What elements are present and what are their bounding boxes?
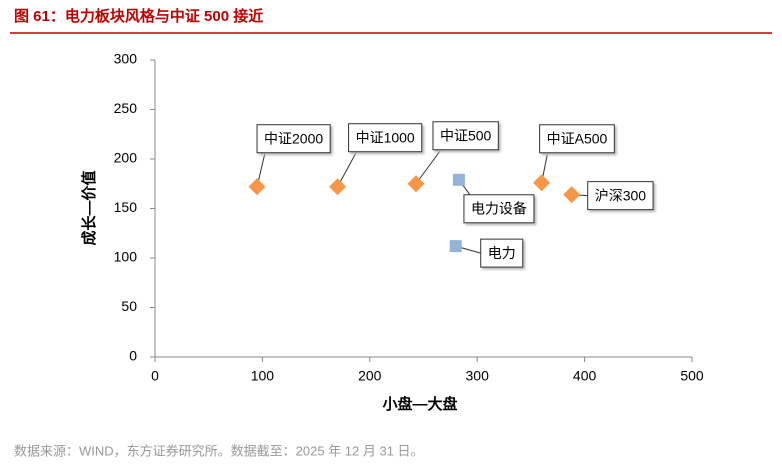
callout: 沪深300 bbox=[571, 181, 654, 211]
point-label: 中证500 bbox=[440, 127, 492, 143]
title: 图 61：电力板块风格与中证 500 接近 bbox=[14, 7, 263, 25]
point bbox=[407, 175, 425, 193]
point-label: 中证2000 bbox=[264, 130, 323, 146]
point bbox=[563, 186, 581, 204]
callout-box bbox=[256, 124, 331, 154]
callout: 中证1000 bbox=[337, 123, 423, 187]
callout-box bbox=[463, 194, 535, 224]
point-label: 中证A500 bbox=[547, 130, 608, 146]
y-tick-label: 250 bbox=[114, 100, 138, 116]
point bbox=[452, 173, 465, 186]
callout: 电力 bbox=[455, 238, 524, 268]
point bbox=[449, 240, 462, 253]
callout-box bbox=[587, 181, 654, 211]
source: 数据来源：WIND，东方证券研究所。数据截至：2025 年 12 月 31 日。 bbox=[14, 443, 424, 458]
x-axis-label: 小盘—大盘 bbox=[382, 395, 457, 413]
point bbox=[329, 178, 347, 196]
callout-box bbox=[480, 238, 524, 268]
point-label: 电力 bbox=[488, 245, 516, 261]
callout: 中证A500 bbox=[539, 124, 615, 183]
callout: 中证500 bbox=[415, 121, 499, 185]
callout: 电力设备 bbox=[458, 179, 535, 224]
point bbox=[248, 178, 266, 196]
callout-pointer bbox=[337, 151, 358, 187]
x-tick-label: 100 bbox=[251, 368, 275, 384]
x-tick-label: 400 bbox=[573, 368, 597, 384]
point-label: 沪深300 bbox=[595, 187, 647, 203]
point-label: 电力设备 bbox=[471, 200, 527, 216]
callout-box bbox=[539, 124, 615, 154]
point bbox=[533, 174, 551, 192]
x-tick-label: 0 bbox=[151, 368, 159, 384]
callout: 中证2000 bbox=[256, 124, 331, 187]
y-tick-label: 200 bbox=[114, 150, 138, 166]
x-tick-label: 500 bbox=[680, 368, 704, 384]
x-tick-label: 300 bbox=[466, 368, 490, 384]
y-tick-label: 150 bbox=[114, 199, 138, 215]
x-tick-label: 200 bbox=[358, 368, 382, 384]
point-label: 中证1000 bbox=[356, 129, 415, 145]
y-tick-label: 0 bbox=[129, 348, 137, 364]
y-axis-label: 成长—价值 bbox=[80, 170, 98, 245]
callout-box bbox=[432, 121, 499, 151]
y-tick-label: 300 bbox=[114, 51, 138, 67]
callout-pointer bbox=[415, 149, 442, 185]
y-tick-label: 100 bbox=[114, 249, 138, 265]
callout-box bbox=[348, 123, 423, 153]
y-tick-label: 50 bbox=[121, 298, 137, 314]
